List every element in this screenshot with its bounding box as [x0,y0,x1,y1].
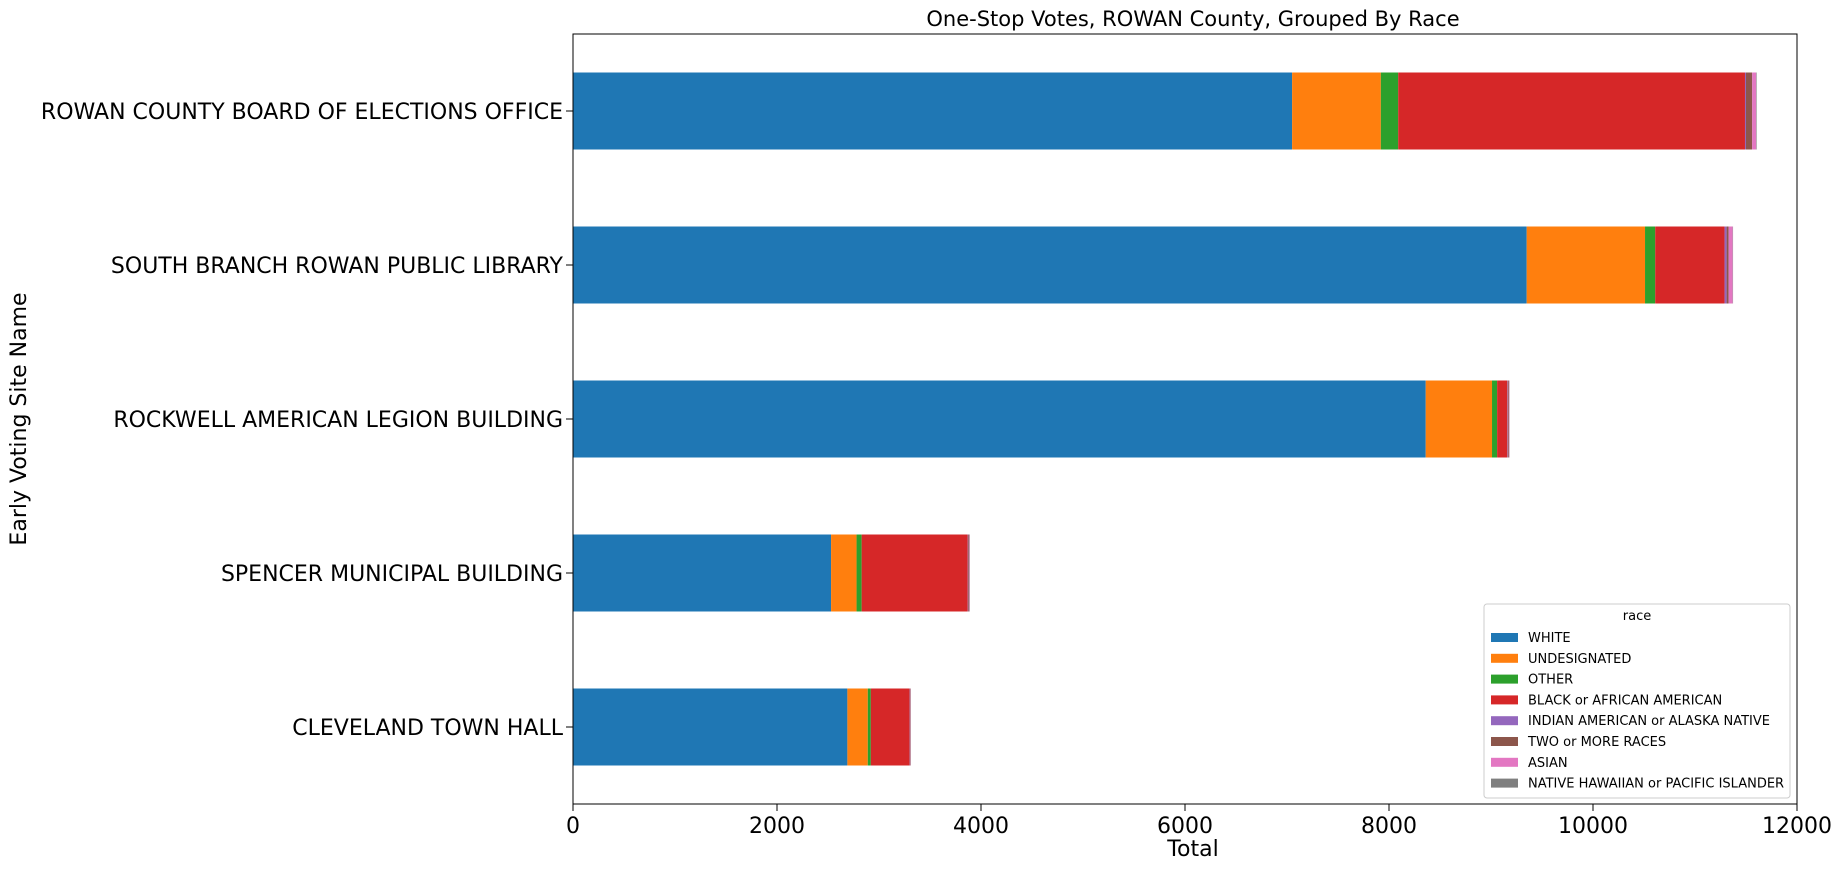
legend-swatch [1491,716,1518,726]
bar-segment [969,534,970,612]
legend-box [1483,603,1791,799]
y-tick-label: CLEVELAND TOWN HALL [292,716,563,741]
bar-segment [847,688,868,766]
legend-swatch [1491,737,1518,746]
bar-segment [1756,72,1757,150]
legend-label: UNDESIGNATED [1528,652,1631,667]
bar-segment [1425,380,1493,458]
legend-label: INDIAN AMERICAN or ALASKA NATIVE [1528,714,1770,729]
legend-label: OTHER [1528,673,1573,688]
bar-segment [1507,380,1508,458]
bar-segment [573,380,1426,458]
bar-segment [573,226,1527,304]
bar-segment [1398,72,1745,150]
y-tick-label: ROCKWELL AMERICAN LEGION BUILDING [113,408,563,433]
legend: race WHITE UNDESIGNATED OTHER BLACK or AFRI… [1483,603,1791,799]
x-tick-label: 0 [566,814,580,839]
bar-segment [867,688,871,766]
legend-label: BLACK or AFRICAN AMERICAN [1528,693,1722,708]
x-tick-label: 8000 [1361,814,1417,839]
legend-swatch [1491,778,1518,788]
bar-segment [573,534,832,612]
x-tick-label: 10000 [1558,814,1628,839]
bar-segment [1526,226,1646,304]
legend-label: WHITE [1528,631,1571,646]
bar-segment [1380,72,1399,150]
bar-segment [573,688,848,766]
legend-label: TWO or MORE RACES [1527,735,1666,750]
legend-swatch [1491,653,1518,663]
legend-swatch [1491,633,1518,642]
bar-segment [968,534,970,612]
legend-label: ASIAN [1528,756,1568,771]
x-axis-label: Total [1166,837,1218,862]
y-axis-label: Early Voting Site Name [7,292,32,545]
legend-swatch [1491,757,1518,767]
bar-segment [856,534,862,612]
bar-segment [861,534,968,612]
bar-segment [1655,226,1725,304]
legend-title: race [1623,609,1651,624]
bar-segment [1728,226,1733,304]
bar-segment [1746,72,1753,150]
legend-items: WHITE UNDESIGNATED OTHER BLACK or AFRICAN A… [1491,631,1784,792]
bar-segment [1507,380,1509,458]
plot-area-frame [572,33,1798,805]
bar-segment [1724,226,1727,304]
legend-label: NATIVE HAWAIIAN or PACIFIC ISLANDER [1528,777,1784,792]
bar-segment [1508,380,1510,458]
x-tick-label: 4000 [953,814,1009,839]
category-labels: ROWAN COUNTY BOARD OF ELECTIONS OFFICE SO… [41,100,573,741]
bar-segment [967,534,969,612]
x-tick-label: 12000 [1762,814,1832,839]
bar-segment [909,688,911,766]
bar-segment [1744,72,1746,150]
bar-segment [870,688,910,766]
y-tick-label: SOUTH BRANCH ROWAN PUBLIC LIBRARY [111,254,564,279]
bar-segment [1752,72,1757,150]
bar-segment [1645,226,1656,304]
bar-segment [831,534,857,612]
chart-title: One-Stop Votes, ROWAN County, Grouped By… [926,7,1459,31]
bar-segment [1492,380,1498,458]
y-tick-label: ROWAN COUNTY BOARD OF ELECTIONS OFFICE [41,100,563,125]
legend-swatch [1491,695,1518,705]
x-axis-ticks: 0 2000 4000 6000 8000 10000 12000 [566,804,1832,839]
bar-segment [1726,226,1729,304]
bar-segment [573,72,1293,150]
y-tick-label: SPENCER MUNICIPAL BUILDING [221,562,563,587]
bars-layer [573,72,1757,766]
x-tick-label: 2000 [749,814,805,839]
legend-swatch [1491,674,1518,684]
bar-segment [1292,72,1381,150]
bar-segment [1497,380,1508,458]
x-tick-label: 6000 [1157,814,1213,839]
